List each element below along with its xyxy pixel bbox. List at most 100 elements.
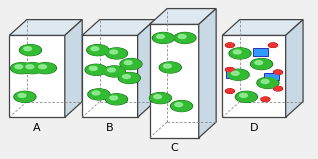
Circle shape (103, 66, 125, 77)
Circle shape (273, 86, 282, 91)
Circle shape (18, 93, 26, 97)
Circle shape (269, 43, 277, 47)
Circle shape (154, 95, 162, 99)
Circle shape (235, 91, 257, 102)
Circle shape (174, 32, 196, 43)
Circle shape (11, 63, 32, 73)
Circle shape (87, 45, 109, 55)
Circle shape (261, 97, 269, 101)
Polygon shape (10, 20, 82, 35)
Polygon shape (199, 9, 216, 138)
Circle shape (227, 69, 249, 80)
Circle shape (226, 68, 234, 72)
Circle shape (257, 77, 279, 88)
Circle shape (236, 92, 257, 102)
Circle shape (175, 103, 183, 107)
Polygon shape (138, 20, 155, 117)
Circle shape (175, 33, 195, 43)
Circle shape (225, 89, 234, 93)
Circle shape (110, 96, 118, 100)
Text: A: A (33, 123, 41, 133)
Text: D: D (250, 123, 258, 133)
Circle shape (226, 89, 234, 93)
Circle shape (255, 61, 263, 65)
Polygon shape (150, 24, 199, 138)
Polygon shape (222, 20, 303, 35)
Circle shape (34, 63, 56, 74)
Circle shape (229, 48, 251, 59)
Circle shape (273, 70, 282, 74)
Circle shape (240, 93, 247, 97)
Circle shape (178, 35, 186, 38)
Bar (226, 71, 241, 79)
Polygon shape (10, 35, 65, 117)
Circle shape (92, 91, 100, 95)
Circle shape (232, 71, 239, 75)
Circle shape (171, 101, 192, 111)
Circle shape (15, 65, 23, 69)
Circle shape (261, 80, 269, 83)
Circle shape (107, 94, 127, 104)
Circle shape (269, 43, 277, 47)
Circle shape (251, 59, 273, 69)
Polygon shape (65, 20, 82, 117)
Circle shape (252, 59, 272, 69)
Circle shape (20, 45, 41, 55)
Bar (264, 73, 279, 80)
Circle shape (110, 50, 118, 54)
Circle shape (88, 89, 110, 100)
Circle shape (261, 97, 270, 101)
Circle shape (171, 101, 192, 111)
Circle shape (226, 43, 234, 47)
Circle shape (157, 35, 164, 38)
Circle shape (85, 64, 107, 75)
Circle shape (104, 66, 124, 76)
Circle shape (35, 63, 56, 73)
Circle shape (89, 66, 97, 70)
Circle shape (233, 50, 241, 54)
Circle shape (274, 87, 282, 91)
Circle shape (91, 47, 99, 51)
Circle shape (230, 48, 250, 59)
Circle shape (19, 45, 41, 55)
Circle shape (160, 62, 180, 73)
Circle shape (10, 63, 32, 74)
Circle shape (121, 59, 141, 69)
Circle shape (89, 89, 109, 99)
Circle shape (14, 91, 36, 102)
Circle shape (153, 33, 174, 43)
Circle shape (163, 64, 171, 68)
Circle shape (106, 48, 128, 59)
Circle shape (258, 78, 278, 88)
Circle shape (15, 92, 35, 102)
Polygon shape (150, 9, 216, 24)
Text: B: B (106, 123, 114, 133)
Circle shape (149, 93, 171, 104)
Circle shape (23, 63, 43, 73)
Polygon shape (82, 35, 138, 117)
Circle shape (159, 62, 181, 73)
Circle shape (228, 70, 248, 80)
Circle shape (225, 68, 234, 72)
Circle shape (107, 48, 127, 59)
Polygon shape (286, 20, 303, 117)
Polygon shape (222, 35, 286, 117)
Circle shape (120, 59, 142, 69)
Circle shape (124, 61, 132, 65)
Text: C: C (170, 143, 178, 153)
Circle shape (119, 73, 140, 83)
Circle shape (152, 32, 174, 43)
Circle shape (39, 65, 46, 69)
Circle shape (225, 43, 234, 47)
Circle shape (86, 65, 106, 75)
Polygon shape (82, 20, 155, 35)
Circle shape (26, 65, 34, 69)
Circle shape (22, 63, 44, 74)
Circle shape (87, 45, 108, 55)
Circle shape (118, 73, 140, 83)
Circle shape (108, 68, 115, 72)
Circle shape (274, 70, 282, 74)
Circle shape (24, 47, 31, 51)
Circle shape (106, 94, 128, 105)
Bar (253, 48, 268, 55)
